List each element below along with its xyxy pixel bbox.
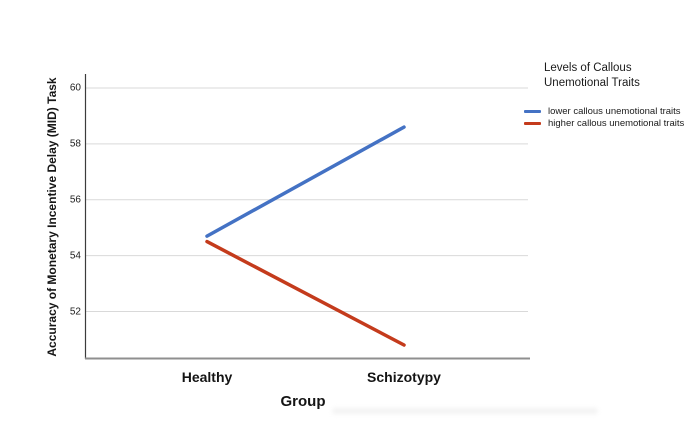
- legend-title: Levels of Callous Unemotional Traits: [544, 61, 684, 90]
- legend-title-line1: Levels of Callous: [544, 62, 632, 74]
- legend: Levels of Callous Unemotional Traits low…: [524, 61, 684, 130]
- legend-item-lower: lower callous unemotional traits: [524, 106, 684, 117]
- watermark-smudge: [332, 408, 598, 414]
- legend-item-higher: higher callous unemotional traits: [524, 118, 684, 129]
- legend-label-lower: lower callous unemotional traits: [548, 106, 681, 117]
- x-tick-label: Schizotypy: [367, 369, 441, 385]
- x-axis-title: Group: [280, 393, 326, 410]
- legend-swatch-lower: [524, 109, 541, 114]
- series-lines: [205, 125, 406, 347]
- y-tick-label: 58: [69, 138, 81, 150]
- x-tick-label: Healthy: [181, 369, 233, 385]
- legend-label-higher: higher callous unemotional traits: [548, 118, 685, 129]
- line-lower-callous-unemotional: [205, 125, 406, 238]
- y-tick-label: 56: [69, 194, 81, 206]
- legend-title-line2: Unemotional Traits: [544, 76, 640, 89]
- y-tick-label: 60: [69, 82, 81, 94]
- line-higher-callous-unemotional: [205, 239, 406, 347]
- gridlines: [85, 87, 528, 312]
- legend-swatch-higher: [524, 121, 541, 126]
- y-tick-label: 52: [69, 306, 81, 317]
- y-tick-label: 54: [69, 250, 81, 262]
